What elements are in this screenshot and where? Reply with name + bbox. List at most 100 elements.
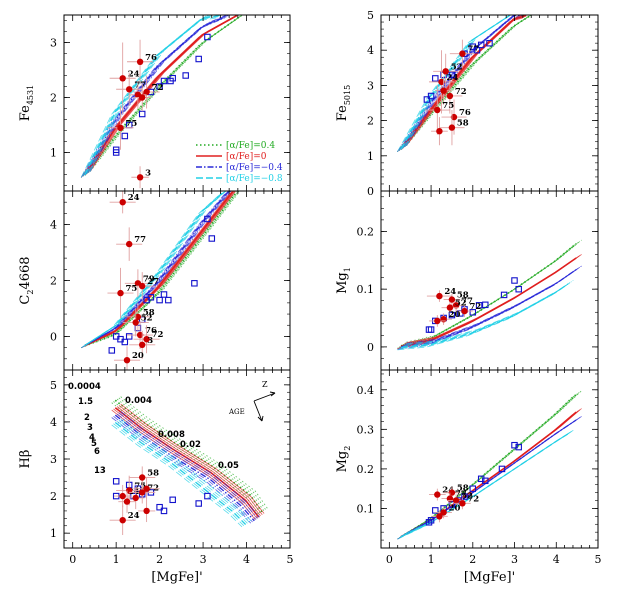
model-track-line <box>406 390 582 534</box>
comparison-point <box>515 443 522 451</box>
observed-point-label: 52 <box>141 314 153 324</box>
y-axis-label-suffix: 4668 <box>18 256 33 289</box>
model-track-line <box>406 15 512 146</box>
observed-point-label: 24 <box>128 69 140 79</box>
y-tick-label: 5 <box>50 379 57 392</box>
legend-entry-3: [α/Fe]=−0.8 <box>196 174 283 184</box>
observed-point-label: 75 <box>442 101 454 111</box>
plot-area: 5824757224 <box>109 396 269 536</box>
observed-point <box>434 491 441 498</box>
model-track-line <box>82 16 218 177</box>
metallicity-label-2: 0.008 <box>158 430 185 440</box>
observed-point <box>459 500 466 507</box>
comparison-point <box>108 347 116 354</box>
observed-point <box>448 296 456 303</box>
y-tick-label: 0.3 <box>357 423 375 436</box>
y-axis-label: Hβ <box>18 450 33 469</box>
observed-point-label: 24 <box>128 193 140 203</box>
comparison-point <box>473 46 481 54</box>
comparison-point <box>125 333 133 340</box>
observed-point <box>117 124 124 131</box>
model-track-line <box>84 191 229 346</box>
model-band-3 <box>80 15 221 178</box>
observed-point-label: 72 <box>455 87 467 97</box>
metallicity-label-4: 0.05 <box>218 461 239 471</box>
model-track-line <box>400 283 569 349</box>
comparison-point <box>423 96 431 103</box>
model-track-line <box>86 15 221 175</box>
observed-point <box>123 357 131 364</box>
comparison-point <box>112 478 120 485</box>
model-track-line <box>118 419 250 523</box>
model-band-2 <box>80 15 230 178</box>
comparison-point <box>121 132 129 140</box>
model-track-line <box>84 15 220 176</box>
y-axis-label: C24668 <box>18 256 35 304</box>
observed-point-label: 72 <box>470 302 482 312</box>
model-track-line <box>402 282 570 347</box>
y-tick-label: 1 <box>50 527 57 540</box>
comparison-point <box>482 301 489 309</box>
observed-point-label: 20 <box>449 310 461 320</box>
z-age-vector-icon <box>253 391 276 422</box>
observed-point-label: 24 <box>442 486 454 496</box>
model-track-line <box>81 193 226 349</box>
model-track-line <box>89 191 227 343</box>
model-track-line <box>80 17 217 178</box>
model-track-line <box>86 15 230 175</box>
observed-point-label: 76 <box>145 53 157 63</box>
observed-point-label: 77 <box>461 296 473 306</box>
model-track-line <box>82 192 236 347</box>
y-axis-label-base: Mg <box>335 451 350 473</box>
comparison-point <box>147 294 155 301</box>
y-tick-label: 4 <box>367 44 374 57</box>
x-tick-label: 3 <box>200 553 207 566</box>
observed-point <box>436 292 443 300</box>
x-tick-label: 3 <box>511 553 518 566</box>
comparison-point <box>427 92 435 100</box>
comparison-point <box>448 311 456 319</box>
observed-point-label: 58 <box>147 469 159 479</box>
y-tick-label: 2 <box>367 115 374 128</box>
model-track-line <box>88 15 215 173</box>
observed-point-label: 58 <box>457 291 469 301</box>
y-tick-label: 0.2 <box>357 463 375 476</box>
observed-point <box>136 331 144 339</box>
observed-point <box>438 78 445 86</box>
age-label-3: 4 <box>89 433 95 443</box>
observed-point-label: 24 <box>444 287 456 297</box>
y-axis-label-subscript: 5015 <box>343 85 352 105</box>
model-track-line <box>88 15 244 173</box>
y-axis-label-base: Fe <box>18 105 33 121</box>
y-tick-label: 3 <box>50 453 57 466</box>
model-track-line <box>406 254 582 344</box>
observed-point-label: 52 <box>455 299 467 309</box>
comparison-point <box>427 517 435 524</box>
observed-point <box>126 86 133 93</box>
model-track-line <box>90 191 232 343</box>
observed-point-label: 75 <box>126 284 138 294</box>
observed-point <box>448 124 456 131</box>
y-tick-label: 0 <box>50 330 57 343</box>
model-track-line <box>114 421 247 525</box>
comparison-point <box>204 215 211 223</box>
model-track-line <box>404 15 525 148</box>
y-tick-label: 2 <box>50 490 57 503</box>
observed-point <box>452 302 460 309</box>
comparison-point <box>427 326 435 333</box>
observed-point <box>452 497 460 504</box>
comparison-point <box>208 235 216 242</box>
y-axis-label: Mg1 <box>335 267 352 294</box>
observed-point-label: 3 <box>147 336 153 346</box>
comparison-point <box>511 277 518 284</box>
comparison-point <box>515 285 522 293</box>
model-track-line <box>90 191 237 343</box>
observed-point <box>459 50 466 57</box>
model-track-line <box>82 192 227 347</box>
x-tick-label: 1 <box>428 553 435 566</box>
y-tick-label: 0.2 <box>357 225 375 238</box>
